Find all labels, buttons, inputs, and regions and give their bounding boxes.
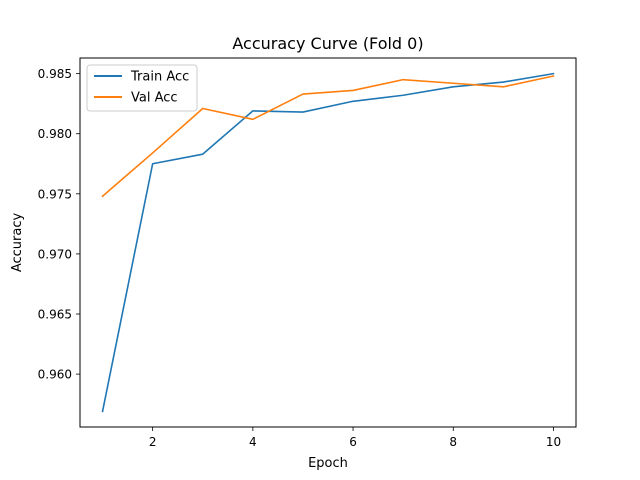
- y-tick-label: 0.980: [38, 127, 72, 141]
- x-tick-label: 10: [546, 435, 561, 449]
- x-tick-label: 8: [449, 435, 457, 449]
- x-tick-label: 2: [149, 435, 157, 449]
- legend: Train Acc Val Acc: [86, 64, 198, 112]
- y-axis: 0.960 0.965 0.970 0.975 0.980 0.985: [38, 67, 80, 382]
- y-tick-label: 0.965: [38, 308, 72, 322]
- legend-label-val-acc: Val Acc: [131, 91, 178, 106]
- x-tick-label: 4: [249, 435, 257, 449]
- x-tick-label: 6: [349, 435, 357, 449]
- y-tick-label: 0.985: [38, 67, 72, 81]
- legend-label-train-acc: Train Acc: [130, 70, 189, 85]
- x-axis-label: Epoch: [308, 456, 348, 471]
- y-tick-label: 0.970: [38, 247, 72, 261]
- series-line-val-acc: [101, 75, 555, 198]
- axes-frame: [79, 57, 577, 428]
- x-axis: 2 4 6 8 10: [149, 427, 561, 449]
- chart-title: Accuracy Curve (Fold 0): [232, 34, 423, 53]
- plot-area: [79, 57, 577, 428]
- series-layer: [101, 72, 555, 413]
- y-tick-label: 0.960: [38, 368, 72, 382]
- y-axis-label: Accuracy: [10, 213, 25, 273]
- y-tick-label: 0.975: [38, 187, 72, 201]
